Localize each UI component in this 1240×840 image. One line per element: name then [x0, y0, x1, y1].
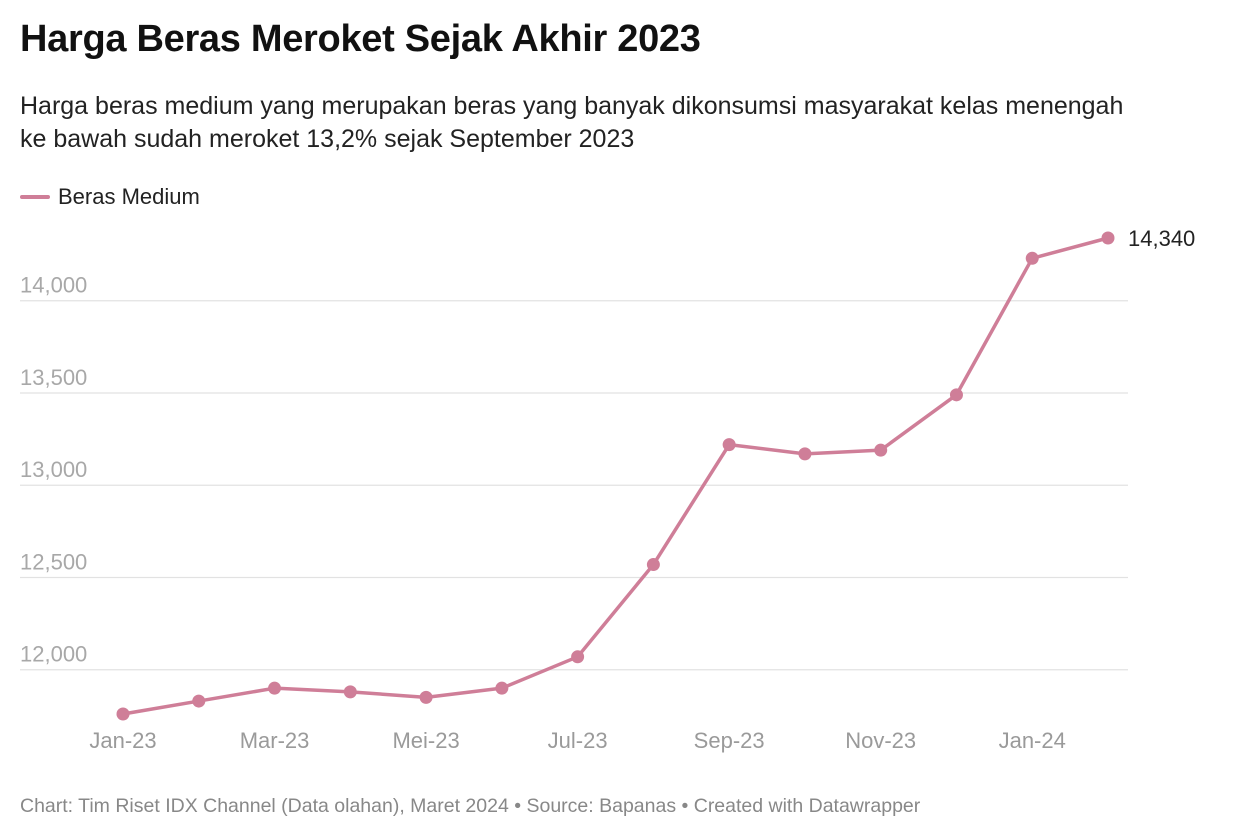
x-tick-label: Mar-23	[240, 728, 310, 753]
data-point	[571, 650, 585, 664]
data-point	[419, 690, 433, 704]
series-line-beras-medium	[121, 236, 1110, 716]
data-point	[1101, 231, 1115, 245]
x-axis-ticks: Jan-23 Mar-23 Mei-23 Jul-23 Sep-23 Nov-23 Jan-…	[89, 728, 1066, 753]
data-point	[192, 694, 206, 708]
data-point	[495, 681, 509, 695]
data-point	[646, 558, 660, 572]
x-tick-label: Jul-23	[548, 728, 608, 753]
series-points	[116, 231, 1115, 721]
data-point	[1025, 251, 1039, 265]
series-line	[121, 236, 1110, 716]
y-tick-label: 12,000	[20, 642, 87, 667]
y-tick-label: 13,500	[20, 365, 87, 390]
line-chart: 12,000 12,500 13,000 13,500 14,000 Jan-23 Mar…	[20, 226, 1195, 753]
x-tick-label: Mei-23	[392, 728, 459, 753]
x-tick-label: Sep-23	[694, 728, 765, 753]
data-point	[874, 443, 888, 457]
chart-subtitle: Harga beras medium yang merupakan beras …	[20, 92, 1124, 153]
y-tick-label: 14,000	[20, 273, 87, 298]
chart-title: Harga Beras Meroket Sejak Akhir 2023	[20, 18, 701, 60]
legend-swatch	[20, 195, 50, 199]
x-tick-label: Jan-23	[89, 728, 156, 753]
data-point	[949, 388, 963, 402]
data-point	[343, 685, 357, 699]
legend-label: Beras Medium	[58, 184, 200, 209]
data-labels: 14,340	[1128, 226, 1195, 251]
data-point	[722, 438, 736, 452]
x-tick-label: Nov-23	[845, 728, 916, 753]
data-point	[116, 707, 130, 721]
data-point	[268, 681, 282, 695]
y-axis-ticks: 12,000 12,500 13,000 13,500 14,000	[20, 273, 87, 667]
y-tick-label: 12,500	[20, 549, 87, 574]
data-point	[798, 447, 812, 461]
legend: Beras Medium	[20, 184, 200, 210]
y-tick-label: 13,000	[20, 457, 87, 482]
gridlines	[20, 300, 1128, 671]
x-tick-label: Jan-24	[999, 728, 1066, 753]
end-value-label: 14,340	[1128, 226, 1195, 251]
chart-footer: Chart: Tim Riset IDX Channel (Data olaha…	[20, 795, 921, 817]
